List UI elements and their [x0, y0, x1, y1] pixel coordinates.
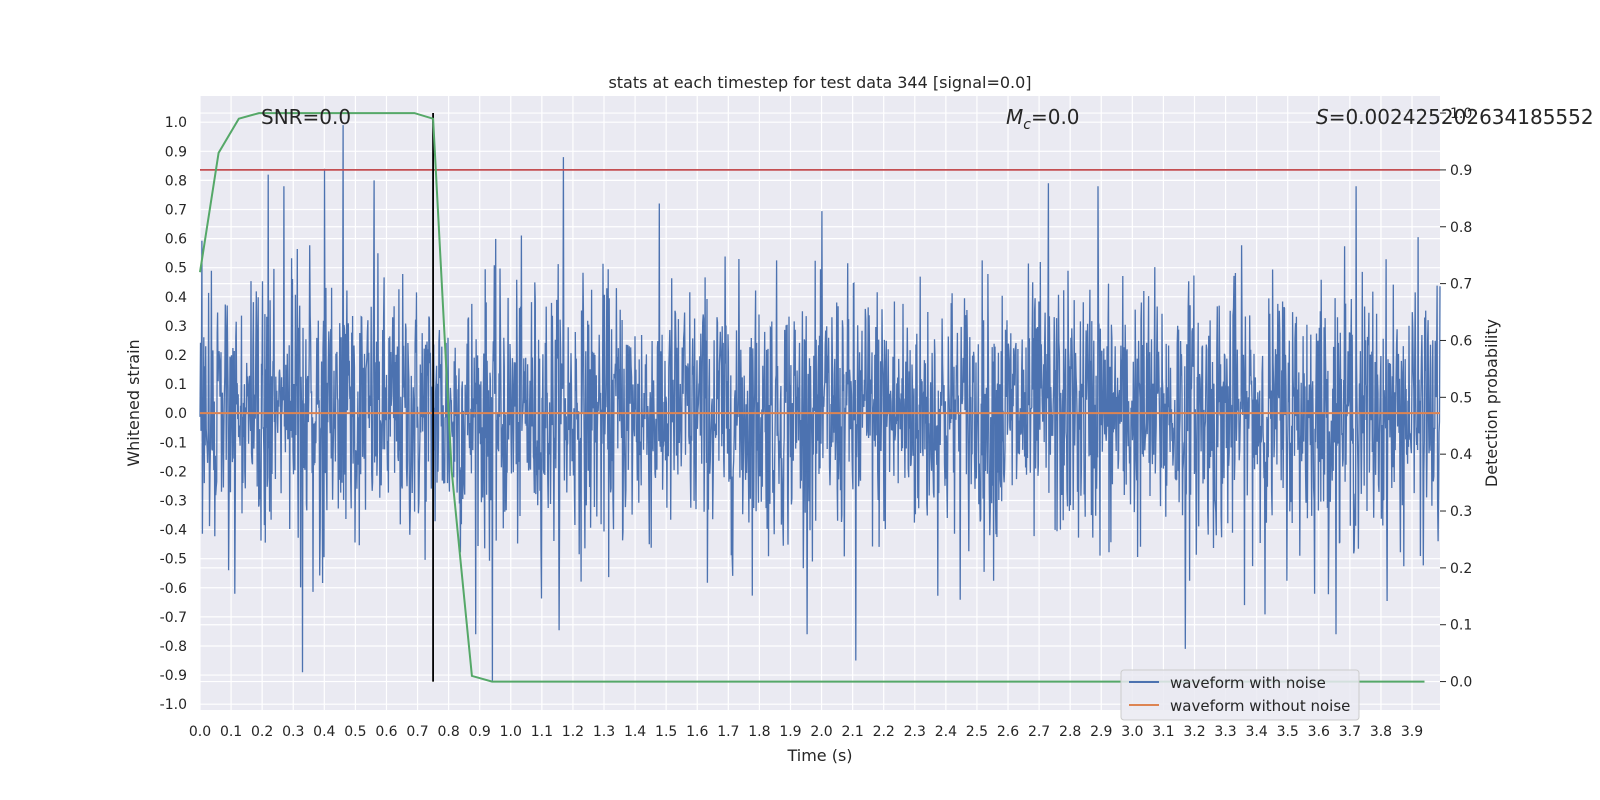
s-symbol: S	[1316, 105, 1329, 129]
mc-symbol: M	[1006, 105, 1023, 129]
legend-label-noise: waveform with noise	[1170, 674, 1326, 692]
x-tick-label: 1.1	[531, 724, 553, 740]
x-tick-label: 1.0	[500, 724, 522, 740]
x-tick-label: 0.6	[375, 724, 397, 740]
mc-value: =0.0	[1031, 105, 1080, 129]
x-tick-label: 2.9	[1090, 724, 1112, 740]
y-tick-label-right: 0.1	[1450, 618, 1472, 634]
y-tick-label-right: 1.0	[1450, 106, 1472, 122]
x-tick-label: 3.0	[1121, 724, 1143, 740]
x-axis-label: Time (s)	[786, 746, 852, 765]
mc-annotation: Mc=0.0	[1006, 105, 1080, 133]
y-tick-label-left: -0.2	[160, 464, 187, 480]
x-tick-label: 1.7	[717, 724, 739, 740]
x-tick-label: 2.3	[904, 724, 926, 740]
x-tick-label: 0.4	[313, 724, 335, 740]
y-tick-label-left: -1.0	[160, 697, 187, 713]
snr-annotation: SNR=0.0	[261, 105, 351, 129]
y-tick-label-left: 0.4	[165, 290, 187, 306]
y-tick-label-left: 0.8	[165, 173, 187, 189]
y-tick-label-right: 0.2	[1450, 561, 1472, 577]
s-value: =0.002425202634185552	[1329, 105, 1594, 129]
x-tick-label: 2.0	[810, 724, 832, 740]
x-tick-label: 1.8	[748, 724, 770, 740]
x-tick-label: 3.1	[1152, 724, 1174, 740]
y-tick-label-left: 1.0	[165, 115, 187, 131]
x-tick-label: 1.9	[779, 724, 801, 740]
y-tick-label-right: 0.4	[1450, 447, 1472, 463]
y-tick-label-right: 0.5	[1450, 390, 1472, 406]
y-tick-label-right: 0.7	[1450, 277, 1472, 293]
x-tick-label: 1.3	[593, 724, 615, 740]
x-tick-label: 1.2	[562, 724, 584, 740]
y-tick-label-left: 0.9	[165, 144, 187, 160]
x-tick-label: 0.8	[437, 724, 459, 740]
s-annotation: S=0.002425202634185552	[1316, 105, 1594, 129]
y-tick-label-left: 0.6	[165, 232, 187, 248]
y-tick-label-left: 0.3	[165, 319, 187, 335]
y-tick-label-left: 0.0	[165, 406, 187, 422]
y-tick-label-left: -0.5	[160, 552, 187, 568]
legend-label-clean: waveform without noise	[1170, 697, 1350, 715]
y-tick-label-left: -0.3	[160, 493, 187, 509]
y-tick-label-left: 0.5	[165, 261, 187, 277]
y-tick-label-left: 0.2	[165, 348, 187, 364]
y-tick-label-left: -0.1	[160, 435, 187, 451]
y-tick-label-right: 0.6	[1450, 333, 1472, 349]
y-tick-label-left: -0.7	[160, 610, 187, 626]
series-waveform-with-noise	[199, 125, 1441, 681]
x-tick-label: 2.8	[1059, 724, 1081, 740]
y-tick-label-right: 0.0	[1450, 675, 1472, 691]
x-tick-label: 3.3	[1214, 724, 1236, 740]
y-axis-label-left: Whitened strain	[124, 339, 143, 466]
x-tick-label: 0.0	[189, 724, 211, 740]
x-tick-label: 3.7	[1339, 724, 1361, 740]
x-tick-label: 3.5	[1277, 724, 1299, 740]
y-tick-label-left: 0.1	[165, 377, 187, 393]
y-tick-label-left: -0.4	[160, 523, 187, 539]
x-tick-label: 0.1	[220, 724, 242, 740]
x-tick-label: 3.2	[1183, 724, 1205, 740]
x-tick-label: 2.7	[1028, 724, 1050, 740]
series-detection-probability	[199, 112, 1425, 683]
x-tick-label: 0.5	[344, 724, 366, 740]
x-tick-label: 1.6	[686, 724, 708, 740]
y-axis-label-right: Detection probability	[1482, 319, 1501, 487]
x-tick-label: 0.9	[469, 724, 491, 740]
x-tick-label: 1.5	[655, 724, 677, 740]
series-layer	[199, 112, 1441, 683]
legend-box	[1120, 669, 1360, 721]
x-tick-label: 2.2	[873, 724, 895, 740]
chart-title: stats at each timestep for test data 344…	[608, 73, 1031, 92]
y-tick-label-right: 0.8	[1450, 220, 1472, 236]
x-tick-label: 2.5	[966, 724, 988, 740]
x-tick-label: 3.9	[1401, 724, 1423, 740]
x-tick-label: 2.6	[997, 724, 1019, 740]
x-tick-label: 0.3	[282, 724, 304, 740]
y-tick-label-left: -0.6	[160, 581, 187, 597]
legend: waveform with noise waveform without noi…	[1120, 669, 1360, 721]
y-tick-label-left: 0.7	[165, 202, 187, 218]
x-tick-label: 2.1	[841, 724, 863, 740]
y-tick-label-right: 0.9	[1450, 163, 1472, 179]
y-tick-label-left: -0.8	[160, 639, 187, 655]
y-tick-label-right: 0.3	[1450, 504, 1472, 520]
x-tick-label: 0.7	[406, 724, 428, 740]
axis-labels: 0.0 0.1 0.2 0.3 0.4 0.5 0.6 0.7 0.8 0.9 1.0 1.1 1.2 1…	[160, 106, 1473, 740]
mc-subscript: c	[1023, 117, 1031, 133]
x-tick-label: 3.6	[1308, 724, 1330, 740]
x-tick-label: 1.4	[624, 724, 646, 740]
x-tick-label: 0.2	[251, 724, 273, 740]
y-tick-label-left: -0.9	[160, 668, 187, 684]
x-tick-label: 3.4	[1246, 724, 1268, 740]
x-tick-label: 3.8	[1370, 724, 1392, 740]
x-tick-label: 2.4	[935, 724, 957, 740]
